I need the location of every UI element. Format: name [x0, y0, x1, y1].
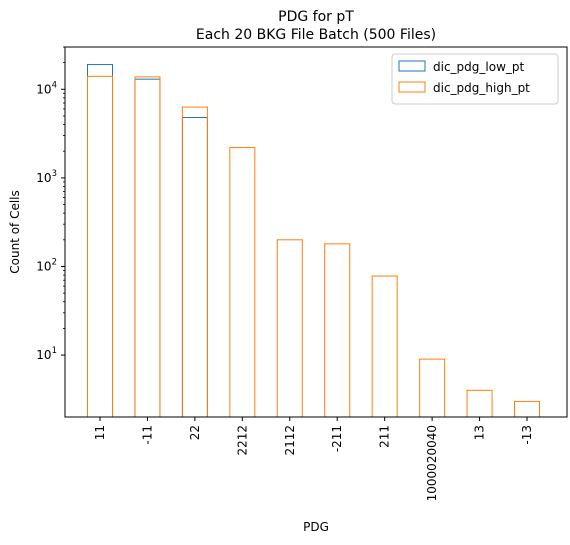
- bar-dic_pdg_high_pt-2112: [276, 239, 303, 418]
- x-tick-label: 11: [93, 425, 107, 440]
- bar-dic_pdg_high_pt-211: [371, 275, 398, 418]
- x-tick-label: 13: [473, 425, 487, 440]
- bars-layer: [87, 64, 540, 418]
- bar-dic_pdg_high_pt--211: [324, 243, 351, 418]
- y-axis-label: Count of Cells: [8, 190, 22, 274]
- x-tick-label: -11: [140, 425, 154, 445]
- legend: dic_pdg_low_pt dic_pdg_high_pt: [391, 53, 559, 105]
- bar-dic_pdg_low_pt--11: [134, 78, 161, 418]
- bar-dic_pdg_high_pt--13: [514, 400, 540, 418]
- bar-dic_pdg_high_pt-13: [466, 389, 493, 418]
- x-tick-label: 211: [378, 425, 392, 448]
- bar-dic_pdg_high_pt-2212: [229, 147, 256, 418]
- plot-frame: [64, 46, 568, 418]
- chart-title: PDG for pT: [278, 9, 354, 25]
- legend-swatch-low-pt: [398, 60, 426, 72]
- bar-dic_pdg_high_pt-22: [181, 106, 208, 418]
- bar-dic_pdg_low_pt-22: [181, 117, 208, 418]
- x-axis-label: PDG: [303, 520, 329, 534]
- x-tick-label: 2212: [235, 425, 249, 456]
- y-tick-label: 104: [36, 80, 57, 96]
- chart-subtitle: Each 20 BKG File Batch (500 Files): [196, 27, 436, 43]
- bar-dic_pdg_high_pt--11: [134, 76, 161, 418]
- x-tick-label: -211: [330, 425, 344, 452]
- y-tick-label: 103: [36, 169, 57, 185]
- legend-label-low-pt: dic_pdg_low_pt: [433, 60, 525, 74]
- bar-dic_pdg_high_pt-11: [87, 75, 113, 418]
- x-tick-label: 1000020040: [425, 425, 439, 501]
- y-tick-label: 101: [36, 346, 57, 362]
- x-tick-label: 2112: [283, 425, 297, 456]
- y-axis: 101 102 103 104: [36, 46, 65, 362]
- bar-dic_pdg_high_pt-1000020040: [419, 358, 446, 418]
- x-tick-label: -13: [520, 425, 534, 445]
- bar-dic_pdg_low_pt-11: [87, 64, 113, 418]
- y-tick-label: 102: [36, 257, 57, 273]
- legend-label-high-pt: dic_pdg_high_pt: [433, 81, 530, 95]
- legend-swatch-high-pt: [398, 81, 426, 93]
- x-tick-label: 22: [188, 425, 202, 440]
- legend-box: [391, 53, 559, 105]
- x-axis: 11 -11 22 2212 2112 -211 211 1000020040 13 -13: [93, 417, 534, 501]
